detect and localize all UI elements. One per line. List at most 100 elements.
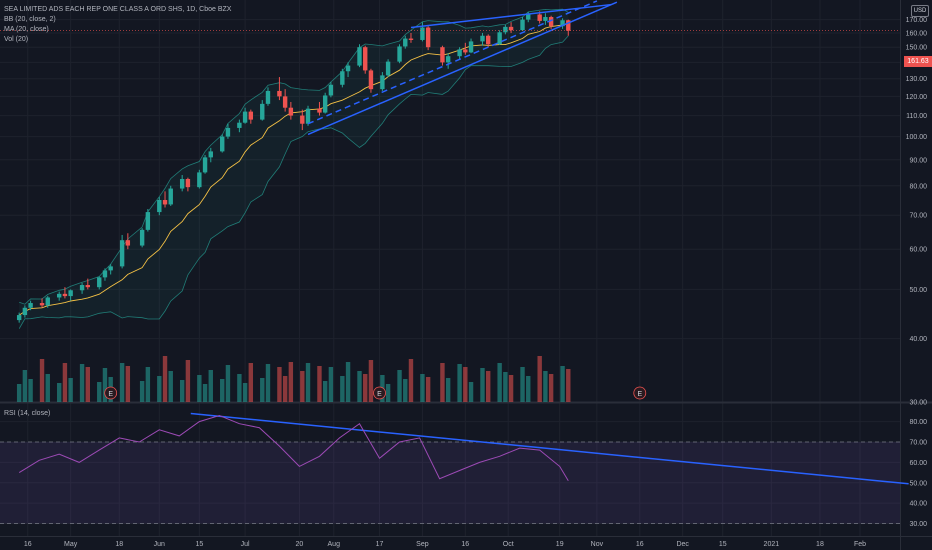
candle-body xyxy=(508,26,514,31)
candle-body xyxy=(220,136,225,152)
candle-body xyxy=(145,212,151,230)
candle-body xyxy=(79,285,85,291)
volume-bar xyxy=(220,379,225,402)
earnings-marker-label: E xyxy=(377,391,382,398)
price-tick-label: 90.00 xyxy=(909,157,927,164)
volume-bar xyxy=(305,363,311,402)
legend-ma: MA (20, close) xyxy=(4,26,49,33)
candle-body xyxy=(363,47,368,71)
candle-body xyxy=(168,188,173,205)
candle-body xyxy=(260,103,265,120)
candle-body xyxy=(62,293,68,297)
volume-bar xyxy=(145,367,151,402)
candle-body xyxy=(39,303,45,306)
candle-body xyxy=(408,38,414,40)
volume-bar xyxy=(225,365,231,402)
price-tick-label: 160.00 xyxy=(906,30,928,37)
candle-body xyxy=(317,108,322,113)
volume-bar xyxy=(162,356,168,402)
candle-body xyxy=(265,90,271,104)
volume-bar xyxy=(97,382,102,402)
volume-bar xyxy=(368,360,374,402)
candle-body xyxy=(162,200,168,205)
candle-body xyxy=(179,178,185,189)
time-tick-label: Jun xyxy=(154,541,165,548)
candle-body xyxy=(57,293,62,298)
time-tick-label: Feb xyxy=(854,541,866,548)
volume-bar xyxy=(486,371,491,402)
volume-bar xyxy=(497,363,502,402)
candle-body xyxy=(385,61,391,76)
volume-bar xyxy=(328,367,334,402)
earnings-marker-label: E xyxy=(637,391,642,398)
rsi-legend: RSI (14, close) xyxy=(4,410,51,417)
candle-body xyxy=(157,200,162,213)
time-tick-label: Oct xyxy=(503,541,514,548)
candle-body xyxy=(16,315,22,321)
time-tick-label: 20 xyxy=(296,541,304,548)
volume-bar xyxy=(62,363,68,402)
price-tick-label: 170.00 xyxy=(906,17,928,24)
volume-bar xyxy=(119,363,125,402)
time-tick-label: May xyxy=(64,541,78,548)
time-tick-label: 2021 xyxy=(764,541,780,548)
volume-bar xyxy=(357,371,362,402)
volume-bar xyxy=(139,381,145,402)
volume-bar xyxy=(420,374,425,402)
volume-bar xyxy=(68,378,73,402)
candle-body xyxy=(445,56,451,63)
candle-body xyxy=(380,75,385,90)
volume-bar xyxy=(543,371,548,402)
volume-bar xyxy=(248,363,254,402)
candle-body xyxy=(85,285,90,288)
volume-bar xyxy=(125,366,131,402)
rsi-line xyxy=(18,414,569,481)
price-tick-label: 70.00 xyxy=(909,213,927,220)
volume-bar xyxy=(179,380,185,402)
volume-bar xyxy=(202,384,208,402)
candle-body xyxy=(486,35,491,45)
candle-body xyxy=(139,229,145,246)
price-tick-label: 30.00 xyxy=(909,400,927,407)
candle-body xyxy=(425,27,431,48)
bb-upper-line xyxy=(19,8,569,305)
volume-bar xyxy=(457,364,462,402)
legend-vol: Vol (20) xyxy=(4,36,29,43)
volume-bar xyxy=(340,376,345,402)
legend-symbol: SEA LIMITED ADS EACH REP ONE CLASS A ORD… xyxy=(4,6,232,13)
candle-body xyxy=(28,303,33,308)
time-tick-label: 18 xyxy=(816,541,824,548)
candle-body xyxy=(357,47,362,66)
candle-body xyxy=(197,172,202,188)
candle-body xyxy=(368,70,374,90)
earnings-marker-circle xyxy=(373,386,386,400)
price-tick-label: 40.00 xyxy=(909,336,927,343)
rsi-tick-label: 80.00 xyxy=(909,419,927,426)
rsi-tick-label: 60.00 xyxy=(909,460,927,467)
price-tick-label: 110.00 xyxy=(906,113,927,120)
trendline xyxy=(307,0,598,125)
candle-body xyxy=(543,17,548,21)
volume-bar xyxy=(185,360,191,402)
trendline xyxy=(307,1,618,136)
currency-button[interactable]: USD xyxy=(911,5,929,17)
volume-bar xyxy=(566,369,571,402)
time-tick-label: 16 xyxy=(461,541,469,548)
volume-bar xyxy=(548,374,554,402)
candle-body xyxy=(520,19,525,31)
volume-bar xyxy=(480,368,485,402)
candle-body xyxy=(526,14,531,20)
candle-body xyxy=(277,90,282,97)
time-tick-label: 16 xyxy=(24,541,32,548)
candle-body xyxy=(185,178,191,188)
volume-bar xyxy=(300,371,305,402)
candle-body xyxy=(340,71,345,85)
candle-body xyxy=(420,27,425,40)
volume-bar xyxy=(85,367,90,402)
time-tick-label: Nov xyxy=(591,541,604,548)
volume-bar xyxy=(45,374,50,402)
volume-bar xyxy=(526,376,531,402)
candle-body xyxy=(480,35,485,42)
